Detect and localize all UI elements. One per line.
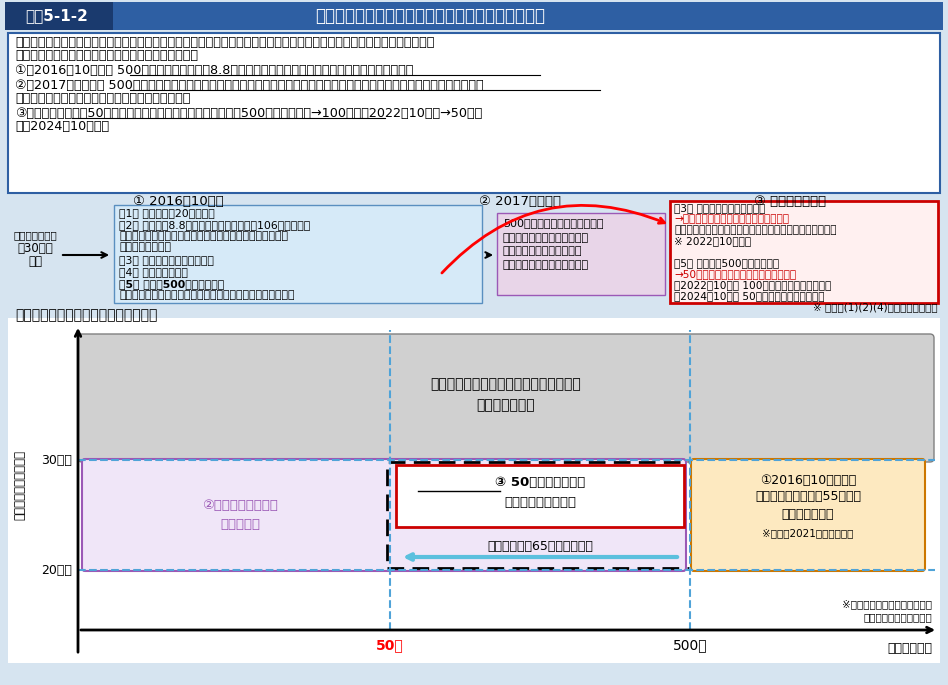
Text: ※ 2022年10月施行: ※ 2022年10月施行 — [674, 236, 751, 246]
FancyBboxPatch shape — [8, 33, 940, 193]
Text: （3） 勤務期間１年以上見込み: （3） 勤務期間１年以上見込み — [119, 255, 214, 265]
Text: （週の所定労働時間）: （週の所定労働時間） — [13, 450, 27, 520]
FancyBboxPatch shape — [691, 459, 925, 571]
Text: （4） 学生は適用除外: （4） 学生は適用除外 — [119, 267, 188, 277]
Text: 働きたい人が働きやすい環境を整えるとともに、短時間労働者について、年金等の保障を厚くする観点から、被用者保険: 働きたい人が働きやすい環境を整えるとともに、短時間労働者について、年金等の保障を… — [15, 36, 434, 49]
Text: →実務上の取扱いの現状も踏まえて撤廃: →実務上の取扱いの現状も踏まえて撤廃 — [674, 214, 789, 224]
Text: （1） 週労働時間20時間以上: （1） 週労働時間20時間以上 — [119, 208, 215, 218]
Text: （5） 従業員　500人超の企業等: （5） 従業員 500人超の企業等 — [674, 258, 779, 268]
Text: ① 2016年10月〜: ① 2016年10月〜 — [133, 195, 224, 208]
Text: （2024年10月） 50人超規模の企業まで適用: （2024年10月） 50人超規模の企業まで適用 — [674, 291, 825, 301]
Text: ③ 今回の改正内容: ③ 今回の改正内容 — [754, 195, 826, 208]
Text: （従業員数）: （従業員数） — [887, 643, 932, 656]
Text: 短時間労働者に対する被用者保険の適用拡大の概要: 短時間労働者に対する被用者保険の適用拡大の概要 — [315, 7, 545, 25]
Text: ・国・地方公共団体は、適用: ・国・地方公共団体は、適用 — [503, 260, 589, 270]
Text: （適用拡大前）: （適用拡大前） — [13, 230, 57, 240]
Text: ③ 50人超規模の企業: ③ 50人超規模の企業 — [495, 477, 585, 490]
Text: （2024年10月））: （2024年10月）） — [15, 119, 109, 132]
Text: 500人: 500人 — [673, 638, 707, 652]
Text: （2022年10月） 100人超規模の企業まで適用: （2022年10月） 100人超規模の企業まで適用 — [674, 280, 831, 290]
Text: ② 2017年４月〜: ② 2017年４月〜 — [479, 195, 561, 208]
Text: づき、適用拡大を可能に: づき、適用拡大を可能に — [503, 246, 582, 256]
Text: 等を含まない）: 等を含まない） — [119, 242, 171, 252]
Text: 適用拡大以前からの被用者保険適用対象
（義務的適用）: 適用拡大以前からの被用者保険適用対象 （義務的適用） — [430, 377, 581, 412]
Text: （2） 月額賃金8.8万円以上（年収換算で約106万円以上）: （2） 月額賃金8.8万円以上（年収換算で約106万円以上） — [119, 220, 310, 230]
FancyBboxPatch shape — [114, 205, 482, 303]
Text: ①2016年10月からの: ①2016年10月からの — [760, 473, 856, 486]
Text: 500人以下の企業等について、: 500人以下の企業等について、 — [503, 218, 604, 228]
FancyBboxPatch shape — [5, 2, 943, 30]
Text: 〈被用者保険の適用拡大のイメージ〉: 〈被用者保険の適用拡大のイメージ〉 — [15, 308, 157, 322]
FancyBboxPatch shape — [396, 465, 684, 527]
Text: ②（2017年４月〜） 500人以下の企業で、労使の合意に基づき、企業単位で、短時間労働者への適用拡大を可能とする。（国・: ②（2017年４月〜） 500人以下の企業で、労使の合意に基づき、企業単位で、短… — [15, 79, 483, 92]
Text: （適用拡大前の基準で適用対象となる労働者の数で算定）: （適用拡大前の基準で適用対象となる労働者の数で算定） — [119, 290, 295, 300]
Text: （フルタイムの被保険者と同様の２ヶ月超の要件を適用）: （フルタイムの被保険者と同様の２ヶ月超の要件を適用） — [674, 225, 836, 235]
Text: まで適用範囲を拡大: まで適用範囲を拡大 — [504, 497, 576, 510]
Text: 30時間: 30時間 — [41, 453, 72, 466]
Text: ・民間企業は、労使合意に基: ・民間企業は、労使合意に基 — [503, 233, 589, 243]
Text: （5） 従業員500人超の企業等: （5） 従業員500人超の企業等 — [119, 279, 225, 289]
Text: 以上: 以上 — [28, 255, 42, 268]
FancyBboxPatch shape — [8, 318, 940, 663]
Bar — [387, 462, 693, 568]
Text: （対象者数約65万人と推計）: （対象者数約65万人と推計） — [487, 540, 592, 553]
FancyBboxPatch shape — [78, 334, 934, 462]
Text: （所定労働時間や所定内賃金で判断し、残業時間（代）: （所定労働時間や所定内賃金で判断し、残業時間（代） — [119, 231, 288, 241]
Text: 適用拡大の対象（約55万人）: 適用拡大の対象（約55万人） — [755, 490, 861, 503]
Text: 週30時間: 週30時間 — [17, 242, 53, 255]
Text: ※適用拡大前の基準で適用対象
となる労働者の数で算定: ※適用拡大前の基準で適用対象 となる労働者の数で算定 — [842, 599, 932, 623]
Text: →50人超規模の企業まで適用範囲を拡大: →50人超規模の企業まで適用範囲を拡大 — [674, 269, 796, 279]
FancyBboxPatch shape — [82, 459, 686, 571]
Text: 20時間: 20時間 — [41, 564, 72, 577]
Text: （義務的適用）: （義務的適用） — [782, 508, 834, 521]
Text: ※ その他(1)(2)(4)の要件は現状維持: ※ その他(1)(2)(4)の要件は現状維持 — [813, 302, 938, 312]
Text: 地方公共団体は、規模にかかわらず適用とする）: 地方公共団体は、規模にかかわらず適用とする） — [15, 92, 191, 105]
Text: 50人: 50人 — [376, 638, 404, 652]
Text: ②労使合意に基づく
任意の適用: ②労使合意に基づく 任意の適用 — [202, 499, 278, 531]
Text: （年金・医療）の適用拡大を進めていくことが重要。: （年金・医療）の適用拡大を進めていくことが重要。 — [15, 49, 198, 62]
FancyBboxPatch shape — [5, 2, 113, 30]
Text: ③今回の改正では、50人超規模の企業まで適用範囲を拡大。（500人超（現行）→100人超（2022年10月）→50人超: ③今回の改正では、50人超規模の企業まで適用範囲を拡大。（500人超（現行）→1… — [15, 106, 483, 119]
FancyBboxPatch shape — [670, 201, 938, 303]
Text: ①（2016年10月〜） 500人超の企業で、月収8.8万円以上等の要件を満たす短時間労働者に適用拡大。: ①（2016年10月〜） 500人超の企業で、月収8.8万円以上等の要件を満たす… — [15, 64, 413, 77]
Text: ※人数は2021年９月末時点: ※人数は2021年９月末時点 — [762, 528, 854, 538]
FancyBboxPatch shape — [497, 213, 665, 295]
Text: （3） 勤務期間１年以上見込み: （3） 勤務期間１年以上見込み — [674, 203, 765, 213]
Text: 図表5-1-2: 図表5-1-2 — [26, 8, 88, 23]
